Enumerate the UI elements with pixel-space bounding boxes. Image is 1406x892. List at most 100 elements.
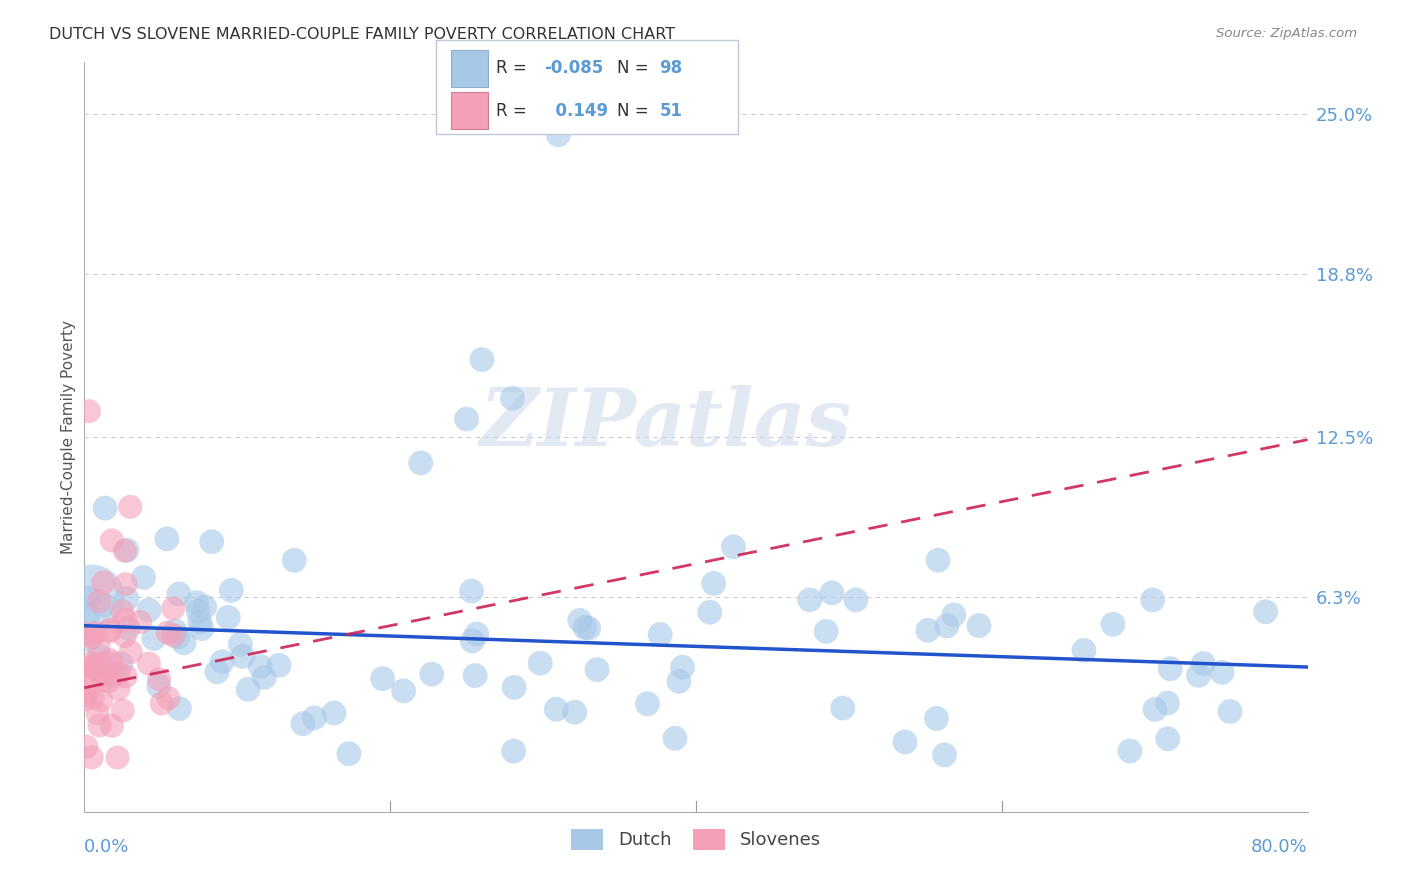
Point — [101, 719, 124, 733]
Point — [138, 657, 160, 671]
Point — [156, 625, 179, 640]
Point — [103, 668, 125, 682]
Point — [75, 627, 97, 641]
Point — [337, 747, 360, 761]
Point — [217, 610, 239, 624]
Point — [194, 599, 217, 614]
Point — [671, 660, 693, 674]
Point — [201, 534, 224, 549]
Point — [831, 701, 853, 715]
Point — [221, 583, 243, 598]
Point — [465, 627, 488, 641]
Point — [253, 670, 276, 684]
Point — [87, 640, 110, 654]
Point — [927, 553, 949, 567]
Point — [93, 575, 115, 590]
Point — [232, 649, 254, 664]
Point — [80, 630, 103, 644]
Point — [1187, 668, 1209, 682]
Point — [1192, 657, 1215, 671]
Point — [1073, 643, 1095, 657]
Point — [89, 718, 111, 732]
Point — [371, 672, 394, 686]
Y-axis label: Married-Couple Family Poverty: Married-Couple Family Poverty — [60, 320, 76, 554]
Point — [323, 706, 346, 720]
Point — [637, 697, 659, 711]
Point — [650, 627, 672, 641]
Text: 98: 98 — [659, 60, 682, 78]
Point — [79, 660, 101, 674]
Point — [98, 623, 121, 637]
Text: -0.085: -0.085 — [544, 60, 603, 78]
Point — [917, 624, 939, 638]
Point — [114, 669, 136, 683]
Point — [409, 456, 432, 470]
Point — [1156, 696, 1178, 710]
Point — [292, 716, 315, 731]
Point — [162, 601, 184, 615]
Text: ZIPatlas: ZIPatlas — [479, 385, 852, 463]
Point — [1219, 705, 1241, 719]
Point — [111, 604, 134, 618]
Point — [93, 599, 115, 613]
Point — [80, 750, 103, 764]
Point — [165, 624, 187, 638]
Point — [464, 668, 486, 682]
Point — [821, 586, 844, 600]
Point — [75, 739, 97, 754]
Point — [815, 624, 838, 639]
Point — [935, 619, 957, 633]
Point — [304, 711, 326, 725]
Point — [94, 501, 117, 516]
Point — [76, 665, 98, 679]
Point — [186, 596, 208, 610]
Point — [586, 663, 609, 677]
Point — [115, 543, 138, 558]
Point — [129, 615, 152, 629]
Point — [117, 621, 139, 635]
Point — [1254, 605, 1277, 619]
Point — [236, 682, 259, 697]
Point — [1143, 702, 1166, 716]
Point — [83, 661, 105, 675]
Point — [1157, 731, 1180, 746]
Point — [211, 655, 233, 669]
Point — [187, 604, 209, 618]
Point — [156, 532, 179, 546]
Text: 80.0%: 80.0% — [1251, 838, 1308, 855]
Text: 0.149: 0.149 — [544, 102, 609, 120]
Point — [120, 645, 142, 659]
Point — [799, 592, 821, 607]
Point — [87, 648, 110, 663]
Point — [114, 613, 136, 627]
Point — [120, 500, 142, 514]
Point — [574, 620, 596, 634]
Text: 51: 51 — [659, 102, 682, 120]
Point — [456, 412, 478, 426]
Point — [77, 404, 100, 418]
Point — [114, 577, 136, 591]
Point — [942, 607, 965, 622]
Point — [84, 626, 107, 640]
Point — [967, 618, 990, 632]
Point — [461, 633, 484, 648]
Point — [80, 591, 103, 605]
Point — [82, 690, 104, 704]
Point — [167, 630, 190, 644]
Text: 0.0%: 0.0% — [84, 838, 129, 855]
Point — [101, 533, 124, 548]
Point — [75, 689, 97, 703]
Point — [77, 591, 100, 606]
Point — [132, 570, 155, 584]
Point — [664, 731, 686, 746]
Point — [86, 706, 108, 721]
Point — [75, 692, 97, 706]
Point — [188, 615, 211, 629]
Text: Source: ZipAtlas.com: Source: ZipAtlas.com — [1216, 27, 1357, 40]
Point — [101, 657, 124, 671]
Point — [91, 673, 114, 687]
Point — [107, 665, 129, 680]
Point — [845, 592, 868, 607]
Point — [90, 693, 112, 707]
Point — [138, 603, 160, 617]
